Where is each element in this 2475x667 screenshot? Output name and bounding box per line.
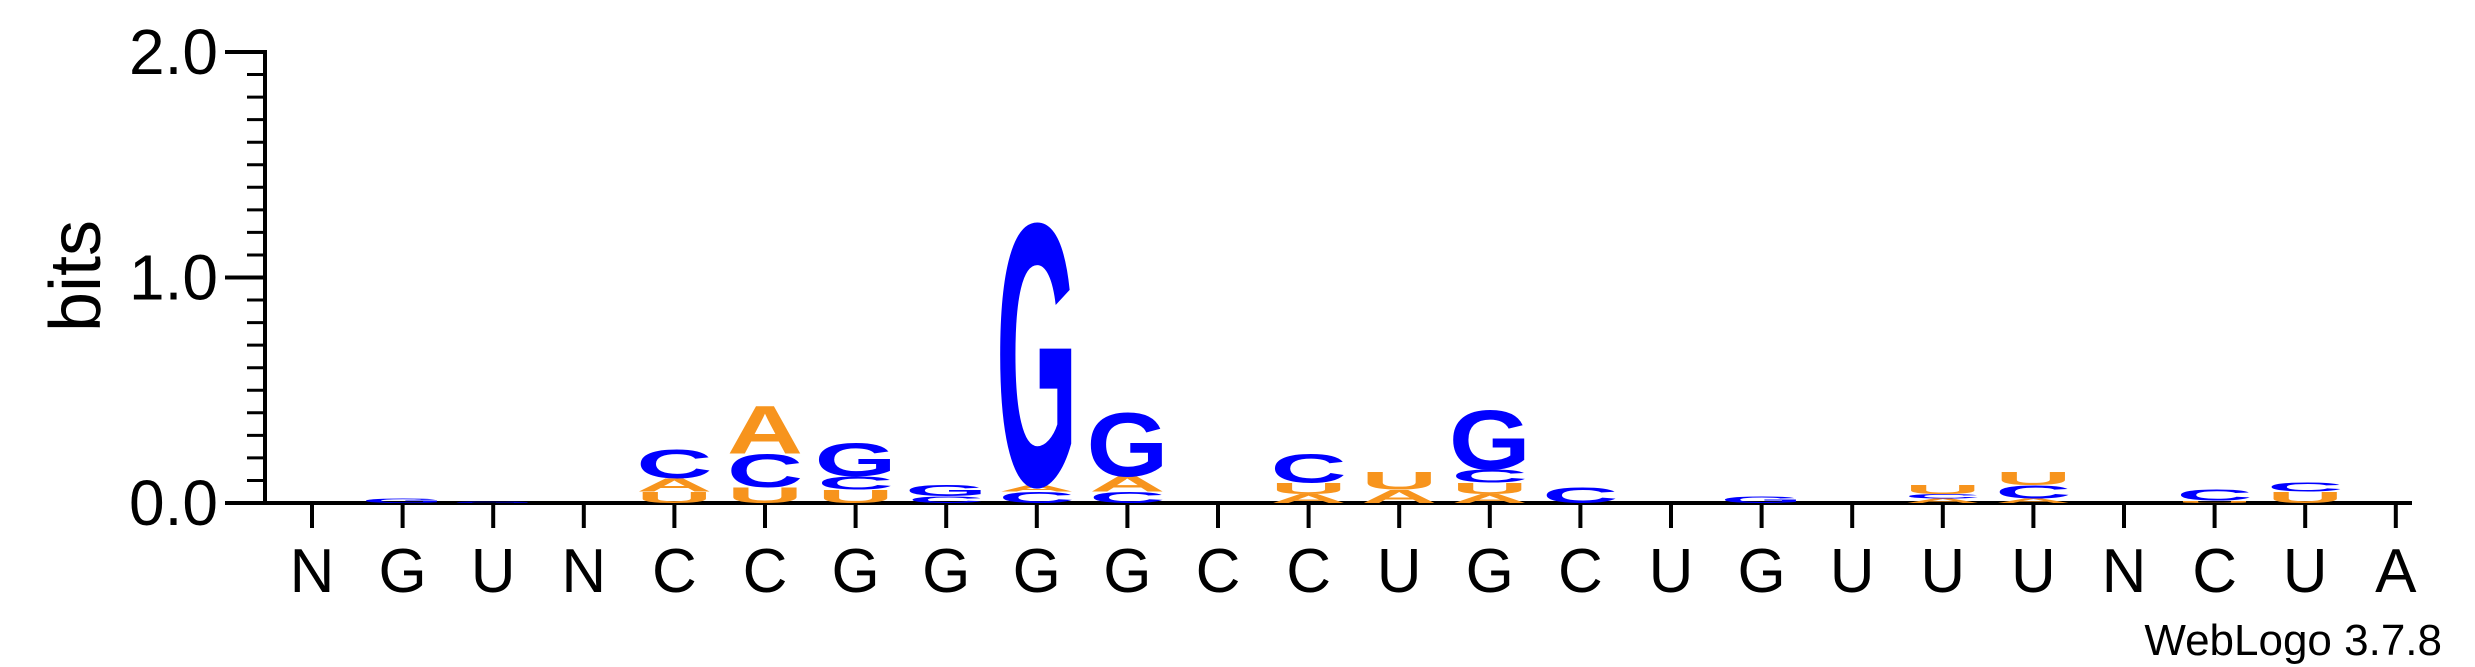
letter-stack: G xyxy=(362,497,444,504)
logo-letter-G: G xyxy=(996,146,1078,565)
logo-letter-U: U xyxy=(1995,468,2071,489)
logo-letter-G: G xyxy=(1721,494,1803,505)
y-ticks: 0.0 1.0 2.0 xyxy=(129,16,265,539)
x-tick-label: G xyxy=(831,537,879,606)
letter-stack: ACU xyxy=(1995,468,2071,504)
logo-letter-U: U xyxy=(636,489,712,506)
logo-letter-C: C xyxy=(818,473,894,494)
letter-stack: UC xyxy=(2267,480,2343,506)
logo-letter-G: G xyxy=(905,482,987,499)
logo-letter-U: U xyxy=(1271,480,1347,497)
logo-letter-U: U xyxy=(1361,467,1437,495)
logo-letter-C: C xyxy=(2177,487,2253,504)
logo-letter-U: U xyxy=(1905,483,1981,497)
x-tick-label: U xyxy=(1830,537,1875,606)
logo-letter-U: U xyxy=(2177,500,2253,503)
logo-letter-C: C xyxy=(1995,482,2071,503)
x-tick-label: C xyxy=(1558,537,1603,606)
x-tick-label: U xyxy=(2011,537,2056,606)
logo-letter-A: A xyxy=(1089,472,1165,497)
x-tick-label: U xyxy=(1920,537,1965,606)
logo-letter-C: C xyxy=(999,489,1075,506)
letter-stack: ACU xyxy=(1905,483,1981,505)
logo-letter-C: C xyxy=(636,441,712,486)
x-tick-label: A xyxy=(2375,537,2417,606)
logo-letter-U: U xyxy=(818,486,894,507)
logo-letter-A: A xyxy=(999,483,1075,494)
logo-letter-G: G xyxy=(1086,394,1168,496)
y-tick-label: 0.0 xyxy=(129,467,218,539)
logo-letter-U: U xyxy=(1452,480,1528,497)
letter-stack: G xyxy=(452,502,534,504)
letter-stack: AU xyxy=(1361,467,1437,507)
x-tick-label: G xyxy=(1466,537,1514,606)
x-tick-label: N xyxy=(290,537,335,606)
x-tick-label: U xyxy=(2283,537,2328,606)
x-tick-label: G xyxy=(1103,537,1151,606)
logo-letter-C: C xyxy=(1089,489,1165,506)
x-tick-label: C xyxy=(652,537,697,606)
letter-stack: UCA xyxy=(727,391,803,508)
logo-letter-C: C xyxy=(908,494,984,505)
x-tick-label: G xyxy=(1013,537,1061,606)
logo-letter-C: C xyxy=(1542,483,1618,508)
logo-letter-A: A xyxy=(1995,497,2071,504)
logo-letter-C: C xyxy=(1271,446,1347,491)
letter-stack: CAG xyxy=(1086,394,1168,507)
letter-stack: CAG xyxy=(996,146,1078,565)
x-tick-label: G xyxy=(1737,537,1785,606)
letter-stack: UCG xyxy=(815,434,897,507)
x-tick-label: G xyxy=(922,537,970,606)
logo-letter-A: A xyxy=(1452,492,1528,506)
x-tick-label: U xyxy=(471,537,516,606)
logo-letter-A: A xyxy=(1905,497,1981,504)
x-tick-label: N xyxy=(561,537,606,606)
x-tick-label: C xyxy=(2192,537,2237,606)
logo-letter-A: A xyxy=(1361,486,1437,507)
y-axis-label: bits xyxy=(36,220,116,332)
logo-letter-G: G xyxy=(815,434,897,486)
x-tick-label: U xyxy=(1377,537,1422,606)
logo-letter-A: A xyxy=(1271,492,1347,506)
letter-stack: UAC xyxy=(636,441,712,506)
x-tick-label: C xyxy=(1286,537,1331,606)
y-tick-label: 2.0 xyxy=(129,16,218,88)
logo-letter-C: C xyxy=(1905,493,1981,500)
letter-stack: UC xyxy=(2177,487,2253,504)
logo-letter-C: C xyxy=(727,445,803,497)
y-tick-label: 1.0 xyxy=(129,242,218,314)
x-tick-label: C xyxy=(1196,537,1241,606)
logo-letter-A: A xyxy=(636,475,712,496)
logo-letter-U: U xyxy=(2267,489,2343,506)
letter-stack: C xyxy=(1542,483,1618,508)
x-tick-label: C xyxy=(743,537,788,606)
logo-letter-G: G xyxy=(1449,394,1531,488)
letter-stack: CG xyxy=(905,482,987,505)
x-tick-label: U xyxy=(1649,537,1694,606)
logo-letter-G: G xyxy=(362,497,444,504)
letter-stack: G xyxy=(1721,494,1803,505)
logo-letter-A: A xyxy=(727,391,803,468)
logo-letter-C: C xyxy=(1452,466,1528,487)
y-axis: 0.0 1.0 2.0 bits xyxy=(36,16,267,539)
letter-stack: AUC xyxy=(1271,446,1347,506)
logo-letter-G: G xyxy=(452,502,534,504)
logo-letter-U: U xyxy=(727,483,803,508)
weblogo-footer: WebLogo 3.7.8 xyxy=(2144,616,2442,665)
x-tick-label: N xyxy=(2102,537,2147,606)
x-tick-label: G xyxy=(378,537,426,606)
logo-letter-C: C xyxy=(2267,480,2343,494)
